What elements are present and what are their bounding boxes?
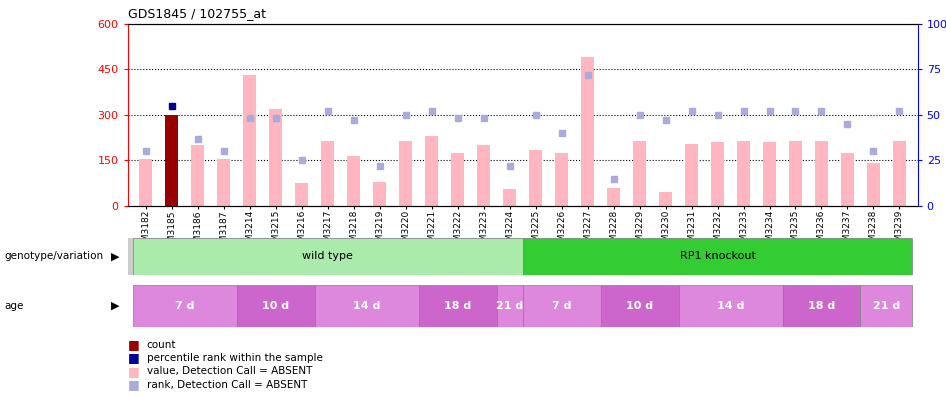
Bar — [132, 238, 522, 275]
Bar — [425, 136, 438, 206]
Bar — [270, 109, 282, 206]
Text: percentile rank within the sample: percentile rank within the sample — [147, 353, 323, 363]
Bar — [867, 164, 880, 206]
Bar — [893, 141, 906, 206]
Text: 21 d: 21 d — [496, 301, 523, 311]
Bar — [315, 285, 419, 327]
Bar — [607, 188, 621, 206]
Bar — [555, 153, 569, 206]
Bar — [347, 156, 360, 206]
Text: ▶: ▶ — [111, 301, 119, 311]
Bar — [711, 142, 724, 206]
Bar — [191, 145, 204, 206]
Bar — [678, 285, 782, 327]
Bar — [322, 141, 334, 206]
Bar — [503, 189, 517, 206]
Bar — [243, 75, 256, 206]
Text: value, Detection Call = ABSENT: value, Detection Call = ABSENT — [147, 366, 312, 377]
Bar — [789, 141, 802, 206]
Text: 14 d: 14 d — [717, 301, 745, 311]
Bar — [139, 159, 152, 206]
Bar — [477, 145, 490, 206]
Bar — [451, 153, 464, 206]
Bar — [601, 285, 678, 327]
Text: RP1 knockout: RP1 knockout — [679, 251, 756, 261]
Text: ■: ■ — [128, 365, 139, 378]
Text: 18 d: 18 d — [444, 301, 471, 311]
Text: 7 d: 7 d — [175, 301, 195, 311]
Bar — [581, 57, 594, 206]
Text: count: count — [147, 339, 176, 350]
Text: ■: ■ — [128, 338, 139, 351]
Bar — [782, 285, 861, 327]
Text: GDS1845 / 102755_at: GDS1845 / 102755_at — [128, 7, 266, 20]
Bar — [218, 159, 230, 206]
Bar — [737, 141, 750, 206]
Text: 10 d: 10 d — [626, 301, 653, 311]
Bar — [841, 153, 854, 206]
Text: 10 d: 10 d — [262, 301, 289, 311]
Bar — [374, 182, 386, 206]
Bar — [685, 144, 698, 206]
Text: 21 d: 21 d — [873, 301, 900, 311]
Bar — [529, 150, 542, 206]
Text: age: age — [5, 301, 24, 311]
Bar — [236, 285, 315, 327]
Text: ■: ■ — [128, 379, 139, 391]
Bar — [399, 141, 412, 206]
Bar — [166, 115, 179, 206]
Text: 7 d: 7 d — [552, 301, 571, 311]
Text: 14 d: 14 d — [353, 301, 380, 311]
Text: ■: ■ — [128, 352, 139, 364]
Bar — [633, 141, 646, 206]
Bar — [522, 238, 913, 275]
Text: genotype/variation: genotype/variation — [5, 251, 104, 261]
Text: 18 d: 18 d — [808, 301, 835, 311]
Text: wild type: wild type — [303, 251, 353, 261]
Bar — [522, 285, 601, 327]
Bar — [763, 142, 776, 206]
Bar — [861, 285, 913, 327]
Bar — [815, 141, 828, 206]
Bar — [419, 285, 497, 327]
Bar — [295, 183, 308, 206]
Bar — [132, 285, 236, 327]
Text: ▶: ▶ — [111, 251, 119, 261]
Text: rank, Detection Call = ABSENT: rank, Detection Call = ABSENT — [147, 380, 307, 390]
Bar — [497, 285, 522, 327]
Bar — [659, 192, 672, 206]
